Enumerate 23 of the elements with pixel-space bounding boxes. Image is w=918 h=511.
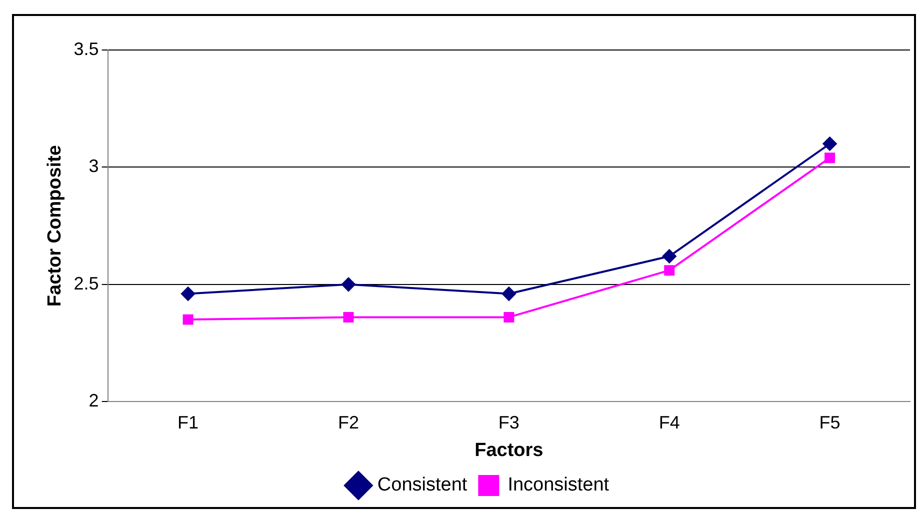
- y-tick-label: 2.5: [74, 273, 99, 294]
- point: [341, 277, 356, 292]
- point: [504, 312, 514, 322]
- y-tick-label: 2: [88, 390, 99, 411]
- x-tick-label: F4: [658, 412, 680, 432]
- point: [182, 314, 194, 325]
- x-axis-title: Factors: [474, 440, 544, 461]
- y-tick-label: 3: [88, 156, 99, 176]
- point: [343, 312, 354, 322]
- point: [824, 152, 836, 164]
- point: [664, 265, 675, 276]
- x-tick-label: F1: [178, 412, 199, 432]
- x-tick-label: F2: [338, 412, 359, 432]
- y-axis-title: Factor Composite: [44, 145, 66, 307]
- x-tick-label: F3: [498, 412, 520, 432]
- point: [502, 286, 516, 301]
- point: [822, 136, 837, 151]
- y-tick-label: 3.5: [74, 38, 99, 59]
- legend-label: Inconsistent: [508, 474, 610, 496]
- point: [181, 286, 196, 301]
- point: [662, 249, 676, 264]
- legend-label: Consistent: [377, 474, 468, 496]
- x-tick-label: F5: [819, 412, 840, 432]
